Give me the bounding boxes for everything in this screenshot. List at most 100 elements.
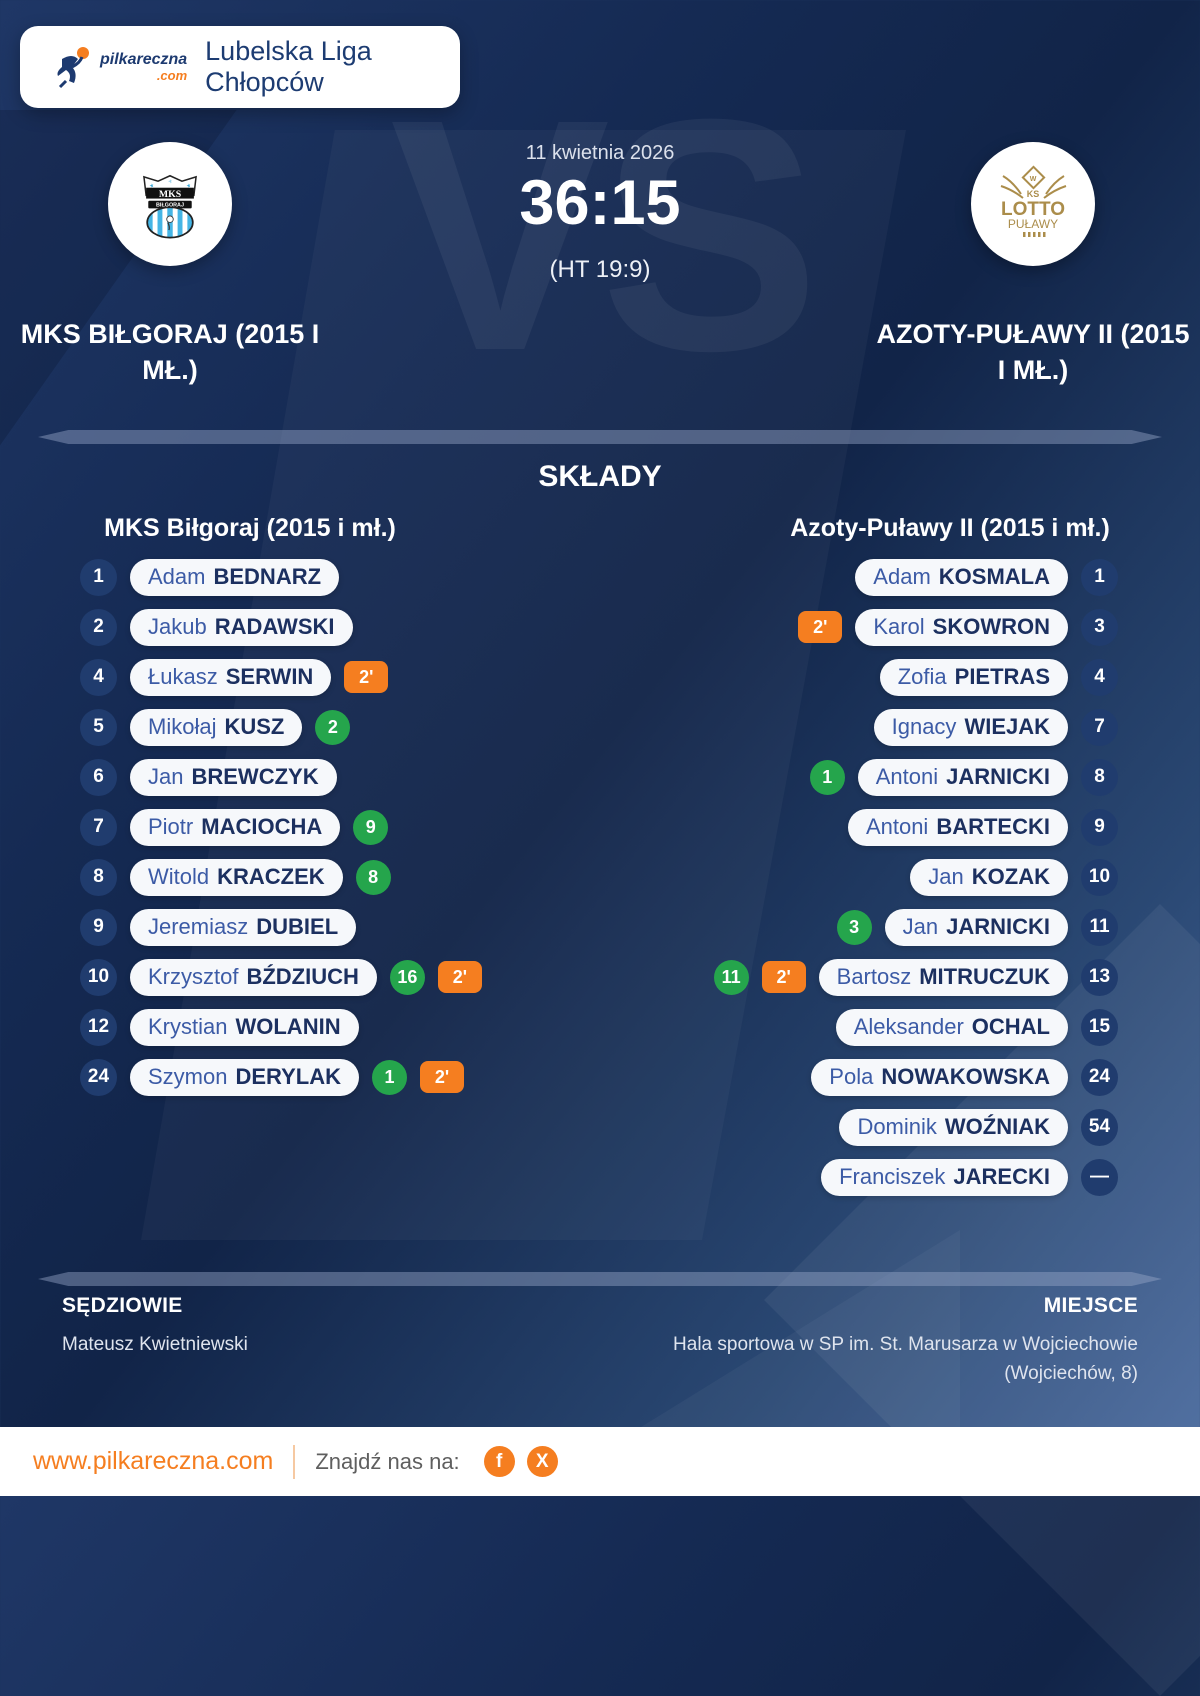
player-last-name: JARECKI (953, 1164, 1050, 1189)
player-first-name: Witold (148, 864, 210, 889)
lineup-row: 2 Jakub RADAWSKI (60, 602, 560, 652)
player-name-pill: Jan BREWCZYK (130, 758, 337, 796)
lineup-row: 13 Bartosz MITRUCZUK 11 2' (640, 952, 1140, 1002)
lineup-row: 4 Zofia PIETRAS (640, 652, 1140, 702)
lineup-row: 7 Ignacy WIEJAK (640, 702, 1140, 752)
referee-name: Mateusz Kwietniewski (62, 1334, 248, 1355)
player-number-badge: 7 (1081, 708, 1118, 746)
player-name-pill: Antoni BARTECKI (847, 808, 1068, 846)
player-number-badge: 2 (80, 608, 117, 646)
player-name-pill: Jan KOZAK (910, 858, 1068, 896)
lineup-row: 24 Pola NOWAKOWSKA (640, 1052, 1140, 1102)
lineup-row: 3 Karol SKOWRON 2' (640, 602, 1140, 652)
match-score: 36:15 (519, 168, 681, 238)
penalty-badge: 2' (420, 1061, 465, 1093)
player-name-pill: Dominik WOŹNIAK (839, 1108, 1068, 1146)
home-lineup-header: MKS Biłgoraj (2015 i mł.) (104, 514, 396, 542)
player-number-badge: 8 (1081, 758, 1118, 796)
player-last-name: BREWCZYK (191, 764, 319, 789)
league-title: Lubelska Liga Chłopców (205, 36, 372, 97)
player-name-pill: Jan JARNICKI (884, 908, 1068, 946)
player-number-badge: 10 (1081, 858, 1118, 896)
player-name-pill: Franciszek JARECKI (821, 1158, 1068, 1196)
player-last-name: OCHAL (971, 1014, 1050, 1039)
player-last-name: JARNICKI (946, 764, 1050, 789)
goals-badge: 8 (355, 859, 391, 895)
player-name-pill: Jakub RADAWSKI (130, 608, 353, 646)
lineup-row: 1 Adam BEDNARZ (60, 552, 560, 602)
facebook-icon[interactable]: f (483, 1446, 515, 1477)
player-number-badge: 4 (80, 658, 117, 696)
lineup-row: 4 Łukasz SERWIN 2' (60, 652, 560, 702)
away-team-logo: W KS LOTTO PUŁAWY (971, 142, 1095, 266)
svg-text:BIŁGORAJ: BIŁGORAJ (156, 203, 184, 209)
goals-badge: 16 (389, 959, 425, 995)
footer-divider (293, 1444, 296, 1479)
player-name-pill: Karol SKOWRON (855, 608, 1068, 646)
goals-badge: 1 (372, 1059, 408, 1095)
player-last-name: WIEJAK (964, 714, 1050, 739)
player-last-name: KOZAK (971, 864, 1050, 889)
halftime-score: (HT 19:9) (549, 256, 651, 284)
officials-section: SĘDZIOWIE Mateusz Kwietniewski MIEJSCE H… (62, 1294, 1138, 1389)
penalty-badge: 2' (437, 961, 482, 993)
player-name-pill: Krystian WOLANIN (130, 1008, 359, 1046)
player-first-name: Krystian (148, 1014, 228, 1039)
site-url-link[interactable]: www.pilkareczna.com (33, 1447, 274, 1475)
player-first-name: Łukasz (148, 664, 218, 689)
player-first-name: Adam (148, 564, 206, 589)
find-us-label: Znajdź nas na: (315, 1448, 460, 1474)
player-name-pill: Szymon DERYLAK (130, 1058, 360, 1096)
player-first-name: Jakub (148, 614, 207, 639)
svg-text:PUŁAWY: PUŁAWY (1008, 217, 1058, 231)
home-team-logo: MKS BIŁGORAJ (108, 142, 232, 266)
player-first-name: Antoni (875, 764, 939, 789)
player-last-name: DUBIEL (256, 914, 339, 939)
player-last-name: PIETRAS (954, 664, 1050, 689)
pilkareczna-logo: pilkareczna .com (52, 45, 187, 89)
section-divider-top (38, 430, 1162, 444)
player-first-name: Aleksander (853, 1014, 964, 1039)
footer-bar: www.pilkareczna.com Znajdź nas na: f X (0, 1427, 1200, 1496)
player-number-badge: 5 (80, 708, 117, 746)
player-first-name: Adam (873, 564, 931, 589)
player-first-name: Jan (902, 914, 939, 939)
player-name-pill: Piotr MACIOCHA (130, 808, 341, 846)
player-first-name: Mikołaj (148, 714, 217, 739)
player-first-name: Antoni (865, 814, 929, 839)
lineup-row: 1 Adam KOSMALA (640, 552, 1140, 602)
player-last-name: BŹDZIUCH (246, 964, 359, 989)
lineup-row: 54 Dominik WOŹNIAK (640, 1102, 1140, 1152)
player-last-name: KOSMALA (938, 564, 1050, 589)
player-first-name: Jeremiasz (148, 914, 249, 939)
player-number-badge: 7 (80, 808, 117, 846)
player-number-badge: 6 (80, 758, 117, 796)
home-team-name: MKS BIŁGORAJ (2015 I MŁ.) (20, 319, 320, 386)
player-number-badge: 24 (80, 1058, 117, 1096)
svg-text:KS: KS (1027, 189, 1040, 199)
player-first-name: Jan (148, 764, 184, 789)
player-number-badge: 9 (1081, 808, 1118, 846)
player-first-name: Krzysztof (148, 964, 239, 989)
player-first-name: Dominik (857, 1114, 937, 1139)
player-first-name: Franciszek (839, 1164, 946, 1189)
league-header-card: pilkareczna .com Lubelska Liga Chłopców (20, 26, 460, 108)
player-name-pill: Aleksander OCHAL (835, 1008, 1068, 1046)
player-last-name: RADAWSKI (214, 614, 335, 639)
lineup-row: 10 Krzysztof BŹDZIUCH 16 2' (60, 952, 560, 1002)
goals-badge: 11 (713, 959, 749, 995)
x-icon[interactable]: X (526, 1446, 558, 1477)
lineup-row: 5 Mikołaj KUSZ 2 (60, 702, 560, 752)
lineup-row: 7 Piotr MACIOCHA 9 (60, 802, 560, 852)
player-first-name: Ignacy (891, 714, 957, 739)
lineup-row: 10 Jan KOZAK (640, 852, 1140, 902)
player-name-pill: Zofia PIETRAS (879, 658, 1068, 696)
lineup-row: 12 Krystian WOLANIN (60, 1002, 560, 1052)
player-number-badge: 4 (1081, 658, 1118, 696)
lineups-section-title: SKŁADY (538, 460, 662, 493)
player-number-badge: 9 (80, 908, 117, 946)
lineup-row: 9 Antoni BARTECKI (640, 802, 1140, 852)
home-lineup-list: 1 Adam BEDNARZ 2 Jakub RADAWSKI 4 Łukasz… (60, 552, 560, 1102)
brand-tld: .com (156, 68, 188, 83)
lineup-row: 8 Witold KRACZEK 8 (60, 852, 560, 902)
